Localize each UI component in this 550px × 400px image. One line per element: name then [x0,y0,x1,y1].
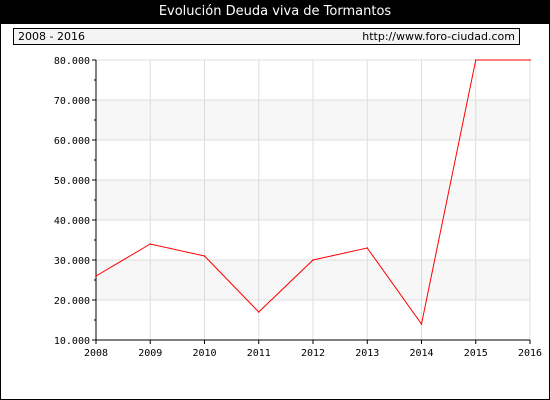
y-tick-label: 80.000 [54,56,90,67]
data-point [257,311,260,313]
data-point [203,255,206,257]
y-tick-label: 70.000 [54,96,90,107]
x-tick-label: 2014 [409,348,433,359]
y-tick-label: 50.000 [54,176,90,187]
y-tick-label: 40.000 [54,216,90,227]
x-tick-label: 2011 [247,348,271,359]
info-bar: 2008 - 2016 http://www.foro-ciudad.com [13,28,520,45]
x-tick-label: 2012 [301,348,325,359]
data-point [95,275,97,277]
period-label: 2008 - 2016 [18,30,85,43]
y-tick-label: 60.000 [54,136,90,147]
y-tick-label: 20.000 [54,296,90,307]
y-tick-label: 30.000 [54,256,90,267]
x-tick-label: 2015 [464,348,488,359]
x-tick-label: 2016 [518,348,542,359]
x-tick-label: 2010 [192,348,216,359]
data-point [312,259,314,261]
data-point [529,59,531,61]
chart-title: Evolución Deuda viva de Tormantos [0,0,550,24]
data-point [149,243,152,245]
x-tick-label: 2009 [138,348,162,359]
x-tick-label: 2013 [355,348,379,359]
x-tick-label: 2008 [84,348,108,359]
source-url: http://www.foro-ciudad.com [362,30,515,43]
data-point [420,323,423,325]
data-point [366,247,369,249]
data-point [474,59,477,61]
y-tick-label: 10.000 [54,336,90,347]
